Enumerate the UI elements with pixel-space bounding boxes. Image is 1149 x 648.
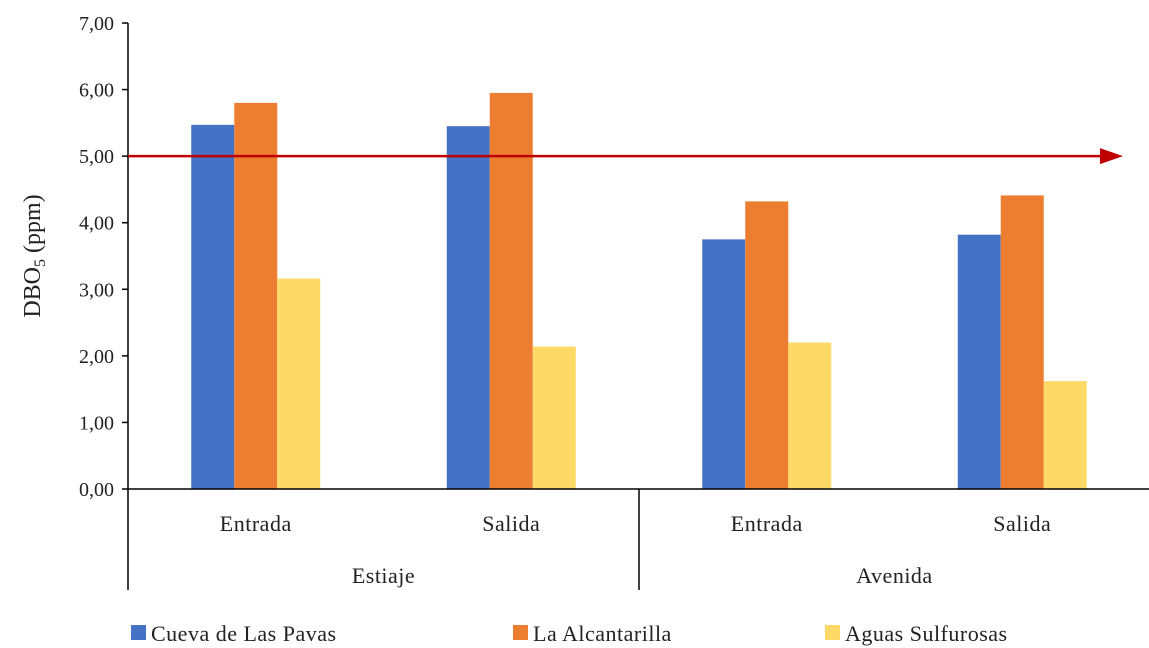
y-axis-label-main: DBO xyxy=(20,267,46,318)
bar xyxy=(702,239,746,489)
bar xyxy=(277,278,321,489)
y-tick-label: 1,00 xyxy=(79,412,114,434)
bar xyxy=(446,126,490,489)
y-axis-label: DBO5 (ppm) xyxy=(20,194,49,317)
y-tick-label: 2,00 xyxy=(79,346,114,368)
bar xyxy=(532,346,576,489)
legend-label: Aguas Sulfurosas xyxy=(845,621,1008,646)
bar xyxy=(788,342,832,489)
legend-swatch xyxy=(131,625,146,640)
reference-line xyxy=(128,148,1123,165)
legend-label: La Alcantarilla xyxy=(533,621,672,646)
x-group-label: Avenida xyxy=(856,563,932,588)
category-labels: Entrada Salida Entrada Salida Estiaje Avenida xyxy=(220,511,1051,588)
legend-label: Cueva de Las Pavas xyxy=(151,621,337,646)
legend: Cueva de Las Pavas La Alcantarilla Aguas S… xyxy=(131,621,1008,646)
y-axis-label-subscript: 5 xyxy=(32,259,49,267)
x-category-label: Salida xyxy=(482,511,540,536)
axes xyxy=(127,23,1149,590)
bar xyxy=(1043,381,1087,489)
y-tick-label: 7,00 xyxy=(79,13,114,35)
reference-line-arrowhead xyxy=(1100,148,1123,165)
y-tick-label: 4,00 xyxy=(79,213,114,235)
y-tick-label: 3,00 xyxy=(79,279,114,301)
bar xyxy=(489,92,533,490)
bar xyxy=(745,201,789,489)
y-tick-label: 5,00 xyxy=(79,146,114,168)
y-axis-label-suffix: (ppm) xyxy=(20,194,46,259)
bar xyxy=(957,234,1001,489)
x-group-label: Estiaje xyxy=(352,563,415,588)
bar xyxy=(234,102,278,489)
y-tick-label: 0,00 xyxy=(79,479,114,501)
y-tick-label: 6,00 xyxy=(79,80,114,102)
x-category-label: Salida xyxy=(993,511,1051,536)
legend-swatch xyxy=(825,625,840,640)
legend-swatch xyxy=(513,625,528,640)
x-category-label: Entrada xyxy=(220,511,292,536)
bar xyxy=(191,124,235,490)
y-axis-ticks: 0,00 1,00 2,00 3,00 4,00 5,00 6,00 7,00 xyxy=(79,13,128,501)
bars xyxy=(191,92,1087,490)
x-category-label: Entrada xyxy=(731,511,803,536)
bar xyxy=(1000,195,1044,490)
